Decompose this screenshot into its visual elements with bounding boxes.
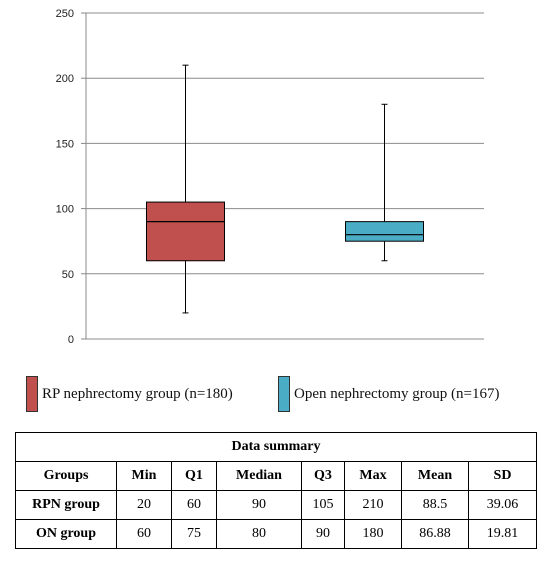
cell-on-q1: 75 [171, 519, 217, 549]
legend-label-open: Open nephrectomy group (n=167) [294, 385, 500, 402]
cell-rpn-min: 20 [116, 490, 172, 520]
cell-on-min: 60 [116, 519, 172, 549]
table-header-row: Groups Min Q1 Median Q3 Max Mean SD [15, 461, 537, 491]
y-tick-label: 100 [56, 204, 74, 216]
legend-label-rp: RP nephrectomy group (n=180) [42, 385, 233, 402]
box-iqr [146, 201, 225, 262]
cell-on-mean: 86.88 [401, 519, 469, 549]
table-title: Data summary [15, 432, 537, 462]
cell-on-q3: 90 [301, 519, 345, 549]
cell-rpn-sd: 39.06 [468, 490, 537, 520]
gridlines [86, 12, 484, 340]
col-header-q3: Q3 [301, 461, 345, 491]
cell-on-max: 180 [344, 519, 402, 549]
data-summary-table: Data summary Groups Min Q1 Median Q3 Max… [15, 432, 537, 549]
box-1 [146, 64, 225, 314]
col-header-mean: Mean [401, 461, 469, 491]
y-tick-label: 0 [68, 334, 74, 346]
box-2 [345, 103, 424, 262]
legend-swatch-rp [26, 376, 38, 412]
table-row: ON group 60 75 80 90 180 86.88 19.81 [15, 519, 537, 549]
cell-rpn-q1: 60 [171, 490, 217, 520]
y-axis: 0 50 100 150 200 250 [56, 8, 87, 346]
col-header-groups: Groups [15, 461, 117, 491]
cell-on-sd: 19.81 [468, 519, 537, 549]
col-header-sd: SD [468, 461, 537, 491]
legend-swatch-open [278, 376, 290, 412]
cell-rpn-q3: 105 [301, 490, 345, 520]
col-header-q1: Q1 [171, 461, 217, 491]
cell-rpn-median: 90 [216, 490, 302, 520]
col-header-max: Max [344, 461, 402, 491]
legend-item-rp: RP nephrectomy group (n=180) [26, 376, 233, 412]
box-plot-series [146, 64, 424, 314]
box-iqr [345, 221, 424, 242]
box-plot-chart: 0 50 100 150 200 250 [56, 8, 484, 346]
table-title-row: Data summary [15, 432, 537, 462]
y-tick-label: 150 [56, 138, 74, 150]
y-tick-label: 250 [56, 8, 74, 20]
legend: RP nephrectomy group (n=180) Open nephre… [0, 376, 548, 416]
y-tick-label: 50 [62, 269, 74, 281]
cell-rpn-max: 210 [344, 490, 402, 520]
col-header-median: Median [216, 461, 302, 491]
cell-rpn-mean: 88.5 [401, 490, 469, 520]
row-label-on: ON group [15, 519, 117, 549]
row-label-rpn: RPN group [15, 490, 117, 520]
y-tick-label: 200 [56, 73, 74, 85]
col-header-min: Min [116, 461, 172, 491]
legend-item-open: Open nephrectomy group (n=167) [278, 376, 500, 412]
table-row: RPN group 20 60 90 105 210 88.5 39.06 [15, 490, 537, 520]
cell-on-median: 80 [216, 519, 302, 549]
